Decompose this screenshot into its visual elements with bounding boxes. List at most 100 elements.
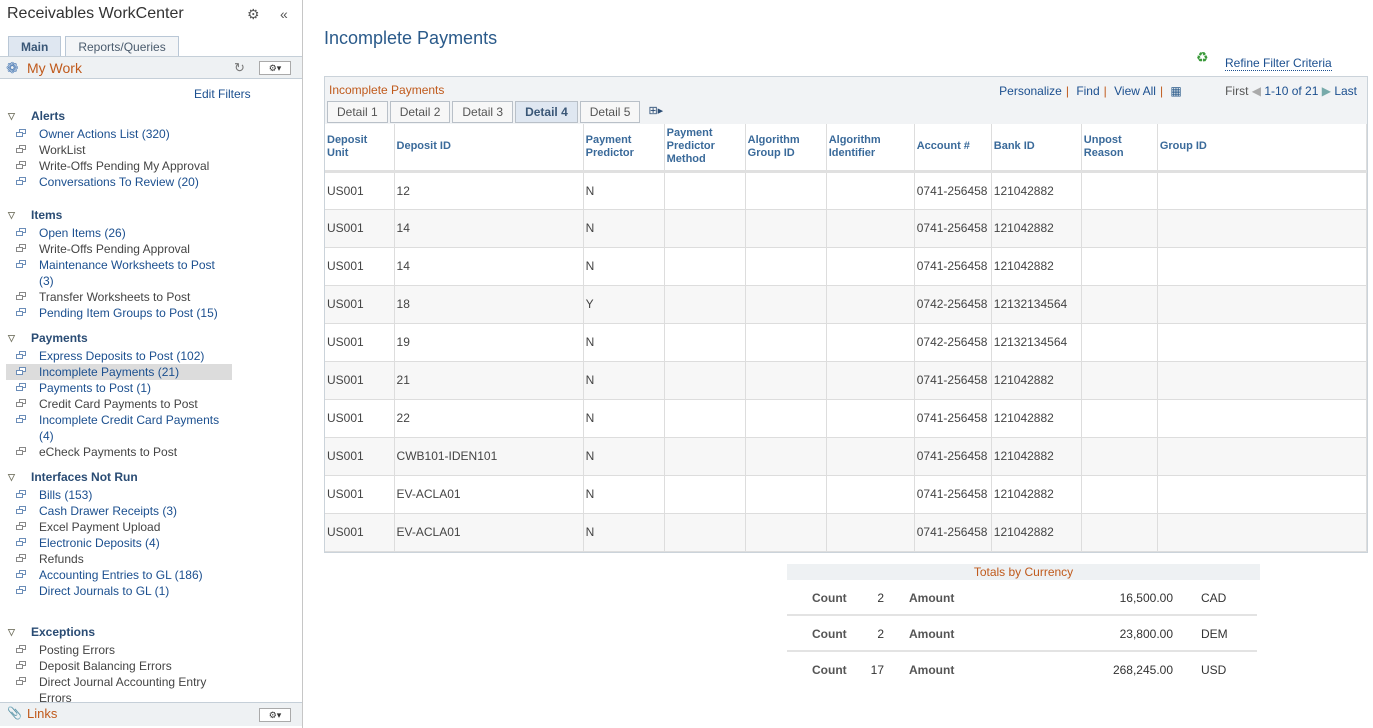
- table-cell: [1157, 513, 1368, 552]
- table-row: US001 14 N 0741-256458 121042882: [325, 209, 1368, 248]
- sidebar-item[interactable]: Write-Offs Pending My Approval: [6, 158, 232, 174]
- column-header[interactable]: Bank ID: [991, 124, 1082, 173]
- sidebar-item[interactable]: Direct Journal Accounting Entry Errors: [6, 674, 232, 706]
- sidebar-item[interactable]: Electronic Deposits (4): [6, 535, 232, 551]
- column-header[interactable]: Algorithm Identifier: [826, 124, 915, 173]
- table-cell: 0741-256458: [914, 513, 992, 552]
- table-cell: 21: [394, 361, 584, 400]
- column-header[interactable]: Deposit ID: [394, 124, 584, 173]
- sidebar-item[interactable]: Open Items (26): [6, 225, 232, 241]
- payments-table: Deposit Unit Deposit ID Payment Predictor P…: [325, 124, 1368, 552]
- sidebar-item[interactable]: Write-Offs Pending Approval: [6, 241, 232, 257]
- tab-main[interactable]: Main: [8, 36, 62, 57]
- tab-detail-3[interactable]: Detail 3: [452, 101, 514, 123]
- sidebar-item[interactable]: Deposit Balancing Errors: [6, 658, 232, 674]
- table-cell: [664, 285, 746, 324]
- collapse-triangle-icon[interactable]: ▽: [8, 210, 15, 220]
- table-cell: N: [583, 209, 665, 248]
- section-header[interactable]: ▽ Exceptions: [6, 623, 232, 642]
- refine-filter-link[interactable]: Refine Filter Criteria: [1225, 56, 1332, 71]
- sidebar-item[interactable]: Express Deposits to Post (102): [6, 348, 232, 364]
- table-cell: [745, 247, 827, 286]
- table-cell: [1081, 285, 1158, 324]
- sidebar-item[interactable]: Conversations To Review (20): [6, 174, 232, 190]
- collapse-triangle-icon[interactable]: ▽: [8, 627, 15, 637]
- window-icon: [16, 415, 27, 424]
- sidebar-item[interactable]: WorkList: [6, 142, 232, 158]
- table-cell: 0741-256458: [914, 361, 992, 400]
- collapse-triangle-icon[interactable]: ▽: [8, 472, 15, 482]
- column-header[interactable]: Payment Predictor: [583, 124, 665, 173]
- sidebar-item[interactable]: Bills (153): [6, 487, 232, 503]
- table-cell: [1081, 171, 1158, 210]
- collapse-icon[interactable]: «: [280, 6, 288, 22]
- column-header[interactable]: Payment Predictor Method: [664, 124, 746, 173]
- sidebar-item[interactable]: Incomplete Credit Card Payments (4): [6, 412, 232, 444]
- table-cell: [664, 361, 746, 400]
- count-value: 2: [877, 591, 884, 605]
- totals-title: Totals by Currency: [787, 564, 1260, 580]
- section-header[interactable]: ▽ Payments: [6, 329, 232, 348]
- show-all-columns-icon[interactable]: ⊞▸: [648, 105, 664, 117]
- count-label: Count: [812, 663, 847, 677]
- sidebar-item[interactable]: Credit Card Payments to Post: [6, 396, 232, 412]
- table-cell: EV-ACLA01: [394, 513, 584, 552]
- links-options-button[interactable]: ⚙▾: [259, 708, 291, 722]
- column-header[interactable]: Account #: [914, 124, 992, 173]
- tab-detail-2[interactable]: Detail 2: [389, 101, 451, 123]
- sidebar-item-label: Direct Journal Accounting Entry Errors: [39, 675, 207, 705]
- section-header[interactable]: ▽ Alerts: [6, 107, 232, 126]
- find-link[interactable]: Find: [1076, 84, 1100, 98]
- sidebar-item[interactable]: Accounting Entries to GL (186): [6, 567, 232, 583]
- section-header[interactable]: ▽ Interfaces Not Run: [6, 468, 232, 487]
- tab-detail-5[interactable]: Detail 5: [579, 101, 641, 123]
- table-cell: 18: [394, 285, 584, 324]
- window-icon: [16, 351, 27, 360]
- sidebar-item[interactable]: Transfer Worksheets to Post: [6, 289, 232, 305]
- gear-icon[interactable]: ⚙: [247, 6, 260, 22]
- nav-section: ▽ Items Open Items (26) Write-Offs Pending …: [6, 206, 232, 321]
- sidebar-item-label: Payments to Post (1): [39, 381, 152, 395]
- table-cell: [826, 361, 915, 400]
- column-header[interactable]: Group ID: [1157, 124, 1368, 173]
- collapse-triangle-icon[interactable]: ▽: [8, 333, 15, 343]
- table-cell: [745, 285, 827, 324]
- tab-detail-4[interactable]: Detail 4: [515, 101, 578, 123]
- last-link[interactable]: Last: [1334, 84, 1357, 98]
- sidebar-item[interactable]: Direct Journals to GL (1): [6, 583, 232, 599]
- sidebar-item-label: Incomplete Payments (21): [39, 365, 180, 379]
- edit-filters-link[interactable]: Edit Filters: [194, 87, 251, 101]
- refresh-icon[interactable]: ♻: [1196, 49, 1209, 65]
- table-cell: 0741-256458: [914, 399, 992, 438]
- sidebar-item[interactable]: Owner Actions List (320): [6, 126, 232, 142]
- sidebar-item[interactable]: Cash Drawer Receipts (3): [6, 503, 232, 519]
- section-header[interactable]: ▽ Items: [6, 206, 232, 225]
- download-icon[interactable]: ▦: [1170, 84, 1182, 98]
- sidebar-item[interactable]: Payments to Post (1): [6, 380, 232, 396]
- sidebar-item[interactable]: eCheck Payments to Post: [6, 444, 232, 460]
- mywork-options-button[interactable]: ⚙▾: [259, 61, 291, 75]
- column-header[interactable]: Unpost Reason: [1081, 124, 1158, 173]
- next-icon[interactable]: ▶: [1321, 84, 1331, 98]
- table-cell: [745, 171, 827, 210]
- sidebar-item[interactable]: Pending Item Groups to Post (15): [6, 305, 232, 321]
- table-cell: [664, 247, 746, 286]
- sidebar-item[interactable]: Refunds: [6, 551, 232, 567]
- sidebar-item-label: Credit Card Payments to Post: [39, 397, 198, 411]
- previous-icon[interactable]: ◀: [1251, 84, 1261, 98]
- sidebar-item[interactable]: Posting Errors: [6, 642, 232, 658]
- sidebar-item[interactable]: Excel Payment Upload: [6, 519, 232, 535]
- table-cell: N: [583, 247, 665, 286]
- personalize-link[interactable]: Personalize: [999, 84, 1062, 98]
- sidebar-item[interactable]: Maintenance Worksheets to Post (3): [6, 257, 232, 289]
- tab-detail-1[interactable]: Detail 1: [327, 101, 388, 123]
- column-header[interactable]: Algorithm Group ID: [745, 124, 827, 173]
- collapse-triangle-icon[interactable]: ▽: [8, 111, 15, 121]
- sidebar-item[interactable]: Incomplete Payments (21): [6, 364, 232, 380]
- table-cell: [826, 285, 915, 324]
- table-row: US001 EV-ACLA01 N 0741-256458 121042882: [325, 513, 1368, 552]
- tab-reports-queries[interactable]: Reports/Queries: [65, 36, 179, 57]
- refresh-icon[interactable]: ↻: [234, 60, 245, 75]
- view-all-link[interactable]: View All: [1114, 84, 1156, 98]
- column-header[interactable]: Deposit Unit: [325, 124, 395, 173]
